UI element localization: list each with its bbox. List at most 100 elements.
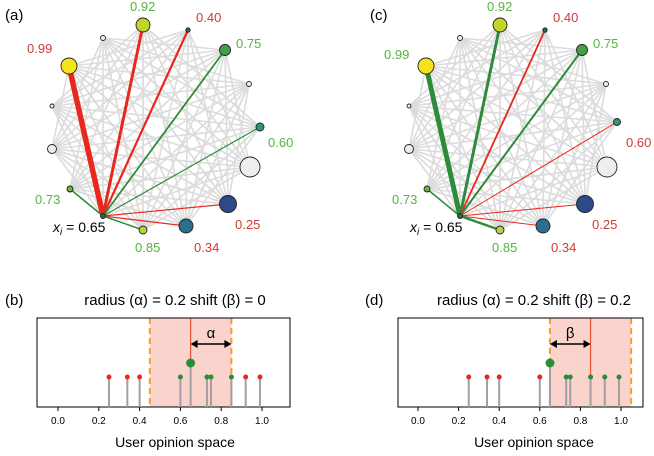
background-edge <box>408 29 546 150</box>
plot-frame <box>36 317 291 408</box>
axis-tick-label: 1.0 <box>614 416 628 427</box>
background-edge <box>68 29 189 67</box>
background-edge <box>51 105 144 231</box>
link-out-window <box>66 63 106 219</box>
background-edge <box>68 65 261 128</box>
opinion-panel-b: (b) radius (α) = 0.2 shift (β) = 0 α 0.0 0… <box>5 292 291 450</box>
background-edge <box>426 121 618 190</box>
background-edge <box>459 166 608 217</box>
background-edge <box>51 65 70 150</box>
user-node <box>535 218 551 234</box>
background-edge <box>69 37 104 190</box>
background-edge <box>142 49 226 231</box>
background-edge <box>102 37 261 128</box>
user-node <box>576 44 588 56</box>
user-node <box>255 122 265 132</box>
opinion-stem-head <box>257 374 263 380</box>
node-opinion-label: 0.85 <box>492 240 517 255</box>
axis-tick-label: 0.8 <box>214 416 228 427</box>
focal-opinion-dot <box>545 358 555 368</box>
node-opinion-label: 0.92 <box>130 0 155 14</box>
background-edge <box>68 65 187 227</box>
network-panel-c: (c) 0.92 0.40 0.75 0.99 0.60 0.73 0.25 0.85 0.34… <box>370 0 651 255</box>
panel-label-b: (b) <box>5 292 23 309</box>
background-edge <box>408 148 461 217</box>
node-opinion-label: 0.40 <box>553 10 578 25</box>
user-node <box>404 144 414 154</box>
opinion-stem-head <box>208 374 214 380</box>
node-opinion-label: 0.40 <box>196 10 221 25</box>
background-edge <box>185 29 189 227</box>
background-edge <box>499 24 618 123</box>
background-edge <box>408 148 544 227</box>
background-edge <box>51 148 229 205</box>
background-edge <box>542 49 583 227</box>
focal-links-a <box>66 23 261 231</box>
node-opinion-label: 0.75 <box>593 36 618 51</box>
background-edge <box>425 65 501 231</box>
link-out-window <box>459 121 618 217</box>
plot-frame <box>397 317 644 408</box>
background-edge <box>408 49 583 107</box>
user-node <box>100 35 106 41</box>
background-edge <box>187 29 229 205</box>
opinion-stem-head <box>588 374 594 380</box>
opinion-stem-head <box>124 374 130 380</box>
background-edge <box>459 37 618 123</box>
background-edge <box>499 83 607 231</box>
panel-label-a: (a) <box>5 7 23 24</box>
focal-user-label-c: xi = 0.65 <box>409 219 463 238</box>
focal-user-label-a: xi = 0.65 <box>52 219 106 238</box>
node-labels-a: 0.92 0.40 0.75 0.99 0.60 0.73 0.25 0.85 0.34 <box>27 0 293 255</box>
background-edge <box>499 49 583 231</box>
background-edge <box>69 166 251 190</box>
nodes-a <box>47 17 265 235</box>
background-edge <box>51 24 144 150</box>
background-edge <box>426 24 501 190</box>
axis-tick-label: 0.4 <box>492 416 506 427</box>
opinion-stem-head <box>602 374 608 380</box>
node-opinion-label: 0.99 <box>384 47 409 62</box>
user-node <box>219 44 231 56</box>
background-edge <box>68 65 250 85</box>
opinion-stem-head <box>537 374 543 380</box>
node-opinion-label: 0.34 <box>194 240 219 255</box>
arrow-label: α <box>207 325 216 342</box>
background-edge <box>408 148 586 205</box>
background-edge <box>142 83 250 231</box>
axis-tick-label: 0.8 <box>573 416 587 427</box>
nodes-c <box>404 17 621 235</box>
node-opinion-label: 0.75 <box>236 36 261 51</box>
background-edge <box>459 83 607 217</box>
user-node <box>239 156 261 178</box>
user-node <box>138 225 148 235</box>
user-node <box>135 17 151 33</box>
link-in-window <box>459 49 583 217</box>
background-edge <box>542 121 618 227</box>
background-edge <box>51 29 189 150</box>
background-edge <box>499 121 618 231</box>
focal-user-node <box>100 213 106 219</box>
node-opinion-label: 0.25 <box>235 217 260 232</box>
user-node <box>457 35 463 41</box>
user-node <box>596 156 618 178</box>
node-opinion-label: 0.85 <box>135 240 160 255</box>
background-edge <box>408 105 461 217</box>
link-in-window <box>458 23 502 218</box>
user-node <box>542 27 548 33</box>
opinion-stem-head <box>137 374 143 380</box>
node-opinion-label: 0.99 <box>27 41 52 56</box>
background-edges-a <box>51 24 261 231</box>
background-edge <box>425 65 544 227</box>
user-node <box>492 17 508 33</box>
opinion-stem-head <box>567 374 573 380</box>
background-edge <box>102 37 229 205</box>
link-in-window <box>102 215 144 231</box>
link-out-window <box>102 203 229 217</box>
opinion-stem-head <box>466 374 472 380</box>
link-in-window <box>426 188 461 217</box>
background-edge <box>408 65 427 150</box>
background-edge <box>425 29 546 67</box>
background-edge <box>499 24 608 168</box>
